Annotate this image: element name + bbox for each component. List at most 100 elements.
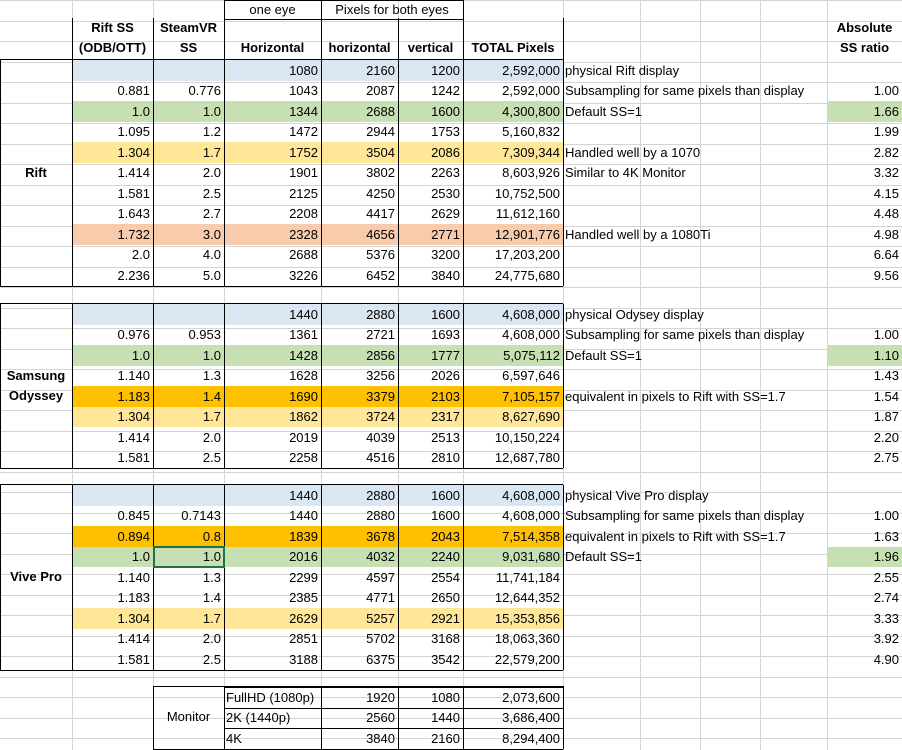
cell-vertical[interactable]: 2629	[431, 206, 460, 221]
cell-absolute-ss-ratio[interactable]: 1.43	[873, 368, 899, 383]
cell-horizontal-both[interactable]: 2721	[366, 327, 395, 342]
cell-monitor-total[interactable]: 2,073,600	[502, 690, 560, 705]
cell-rift-ss[interactable]: 1.414	[117, 430, 150, 445]
cell-absolute-ss-ratio[interactable]: 2.55	[873, 570, 899, 585]
cell-rift-ss[interactable]: 1.140	[117, 368, 150, 383]
cell-horizontal-one-eye[interactable]: 1361	[289, 327, 318, 342]
cell-rift-ss[interactable]: 1.732	[72, 224, 153, 245]
cell-rift-ss[interactable]: 1.095	[117, 124, 150, 139]
cell-total-pixels[interactable]: 4,608,000	[502, 327, 560, 342]
cell-absolute-ss-ratio[interactable]: 3.32	[873, 165, 899, 180]
cell-horizontal-one-eye[interactable]: 1080	[224, 60, 321, 81]
cell-monitor-name[interactable]: 4K	[226, 731, 242, 746]
cell-note[interactable]: Subsampling for same pixels than display	[565, 327, 805, 342]
cell-note[interactable]: Similar to 4K Monitor	[565, 165, 686, 180]
cell-steamvr-ss[interactable]: 1.7	[153, 142, 224, 163]
cell-horizontal-one-eye[interactable]: 3226	[289, 268, 318, 283]
cell-horizontal-one-eye[interactable]: 2258	[289, 450, 318, 465]
cell-absolute-ss-ratio[interactable]: 1.00	[873, 508, 899, 523]
cell-horizontal-both[interactable]: 2856	[321, 345, 398, 366]
cell-absolute-ss-ratio[interactable]: 1.10	[827, 345, 902, 366]
cell-horizontal-both[interactable]: 3678	[321, 526, 398, 547]
cell-horizontal-both[interactable]: 4771	[366, 590, 395, 605]
cell-note[interactable]: physical Odysey display	[565, 307, 704, 322]
cell-vertical[interactable]: 1600	[398, 304, 463, 325]
cell-total-pixels[interactable]: 22,579,200	[494, 652, 560, 667]
cell-absolute-ss-ratio[interactable]: 4.90	[873, 652, 899, 667]
cell-horizontal-both[interactable]: 4250	[366, 186, 395, 201]
cell-absolute-ss-ratio[interactable]: 1.63	[873, 529, 899, 544]
cell-note[interactable]: Subsampling for same pixels than display	[565, 83, 805, 98]
cell-horizontal-both[interactable]: 2880	[321, 485, 398, 506]
cell-rift-ss[interactable]: 1.414	[117, 165, 150, 180]
cell-horizontal-one-eye[interactable]: 1440	[224, 485, 321, 506]
cell-steamvr-ss[interactable]: 2.7	[202, 206, 221, 221]
cell-steamvr-ss[interactable]: 1.3	[202, 368, 221, 383]
cell-steamvr-ss[interactable]: 1.0	[153, 101, 224, 122]
cell-absolute-ss-ratio[interactable]	[827, 60, 902, 81]
cell-total-pixels[interactable]: 5,075,112	[463, 345, 563, 366]
cell-steamvr-ss[interactable]: 1.3	[202, 570, 221, 585]
cell-horizontal-one-eye[interactable]: 3188	[289, 652, 318, 667]
cell-total-pixels[interactable]: 2,592,000	[463, 60, 563, 81]
cell-monitor-horizontal[interactable]: 3840	[366, 731, 395, 746]
cell-steamvr-ss[interactable]: 2.5	[202, 652, 221, 667]
cell-horizontal-both[interactable]: 4032	[321, 547, 398, 567]
cell-steamvr-ss[interactable]: 0.7143	[181, 508, 221, 523]
cell-vertical[interactable]: 2043	[398, 526, 463, 547]
cell-note[interactable]: Default SS=1	[565, 348, 642, 363]
cell-horizontal-one-eye[interactable]: 2208	[289, 206, 318, 221]
cell-rift-ss[interactable]: 1.581	[117, 186, 150, 201]
cell-horizontal-both[interactable]: 4039	[366, 430, 395, 445]
cell-horizontal-one-eye[interactable]: 1839	[224, 526, 321, 547]
cell-monitor-vertical[interactable]: 2160	[431, 731, 460, 746]
cell-steamvr-ss[interactable]: 2.5	[202, 450, 221, 465]
cell-steamvr-ss[interactable]: 0.776	[188, 83, 221, 98]
cell-absolute-ss-ratio[interactable]: 4.48	[873, 206, 899, 221]
cell-vertical[interactable]: 2554	[431, 570, 460, 585]
cell-total-pixels[interactable]: 4,608,000	[463, 485, 563, 506]
cell-note[interactable]: Default SS=1	[565, 549, 642, 564]
cell-total-pixels[interactable]: 8,627,690	[463, 407, 563, 427]
cell-rift-ss[interactable]: 0.894	[72, 526, 153, 547]
cell-monitor-name[interactable]: FullHD (1080p)	[226, 690, 315, 705]
cell-rift-ss[interactable]	[72, 485, 153, 506]
cell-steamvr-ss[interactable]: 1.2	[202, 124, 221, 139]
cell-horizontal-both[interactable]: 2880	[366, 508, 395, 523]
cell-absolute-ss-ratio[interactable]: 3.92	[873, 631, 899, 646]
cell-absolute-ss-ratio[interactable]: 2.74	[873, 590, 899, 605]
cell-monitor-vertical[interactable]: 1080	[431, 690, 460, 705]
cell-horizontal-one-eye[interactable]: 2328	[224, 224, 321, 245]
cell-total-pixels[interactable]: 11,612,160	[495, 206, 560, 221]
cell-rift-ss[interactable]: 0.845	[117, 508, 150, 523]
cell-rift-ss[interactable]: 1.0	[72, 345, 153, 366]
cell-absolute-ss-ratio[interactable]: 1.00	[873, 83, 899, 98]
cell-total-pixels[interactable]: 4,300,800	[463, 101, 563, 122]
cell-steamvr-ss[interactable]: 1.7	[153, 407, 224, 427]
cell-horizontal-one-eye[interactable]: 2851	[289, 631, 318, 646]
cell-total-pixels[interactable]: 7,105,157	[463, 386, 563, 407]
cell-rift-ss[interactable]: 1.0	[72, 101, 153, 122]
cell-total-pixels[interactable]: 7,309,344	[463, 142, 563, 163]
cell-vertical[interactable]: 2317	[398, 407, 463, 427]
cell-steamvr-ss[interactable]: 2.5	[202, 186, 221, 201]
cell-note[interactable]: physical Rift display	[565, 63, 680, 78]
cell-vertical[interactable]: 1693	[431, 327, 460, 342]
cell-horizontal-one-eye[interactable]: 1690	[224, 386, 321, 407]
cell-steamvr-ss[interactable]: 1.0	[153, 547, 224, 567]
cell-absolute-ss-ratio[interactable]: 1.99	[873, 124, 899, 139]
cell-total-pixels[interactable]: 10,150,224	[494, 430, 560, 445]
cell-horizontal-both[interactable]: 2087	[366, 83, 395, 98]
cell-absolute-ss-ratio[interactable]: 4.98	[873, 227, 899, 242]
cell-horizontal-both[interactable]: 4656	[321, 224, 398, 245]
cell-total-pixels[interactable]: 17,203,200	[494, 247, 560, 262]
cell-steamvr-ss[interactable]	[153, 304, 224, 325]
cell-steamvr-ss[interactable]: 1.7	[153, 608, 224, 629]
cell-absolute-ss-ratio[interactable]: 1.96	[827, 547, 902, 567]
cell-total-pixels[interactable]: 9,031,680	[463, 547, 563, 567]
cell-horizontal-both[interactable]: 4417	[366, 206, 395, 221]
cell-vertical[interactable]: 3200	[431, 247, 460, 262]
cell-total-pixels[interactable]: 6,597,646	[502, 368, 560, 383]
cell-total-pixels[interactable]: 10,752,500	[494, 186, 560, 201]
